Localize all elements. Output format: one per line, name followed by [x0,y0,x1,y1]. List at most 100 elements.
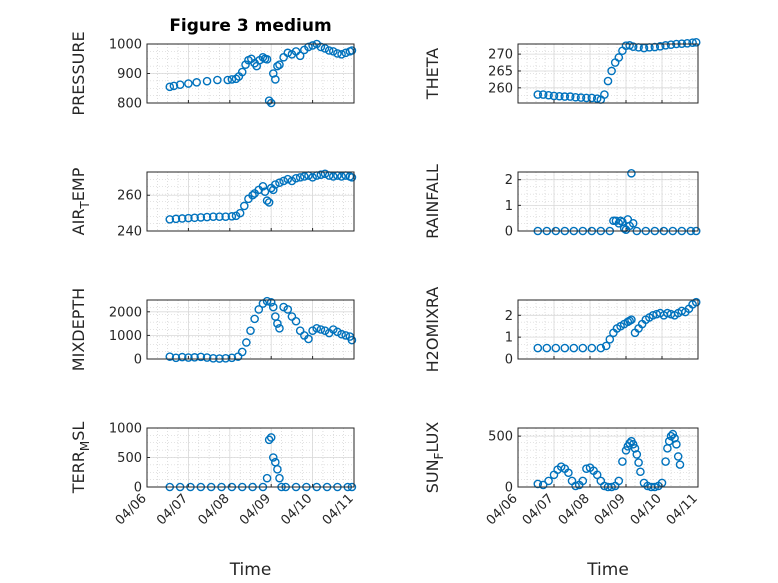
data-point [603,76,613,86]
data-point [223,75,233,85]
data-point [668,429,678,439]
data-point [279,176,288,186]
data-point [196,213,206,222]
data-point [264,435,274,445]
data-series [533,297,701,353]
data-point [227,353,237,363]
y-axis-label: AIRTEMP [69,167,92,235]
data-point [275,324,284,333]
data-point [239,201,249,211]
x-tick-label: 04/11 [320,491,357,528]
data-point [196,352,206,362]
axes-box [146,171,355,232]
y-axis-label: TERRMSL [69,422,92,495]
data-point [655,42,665,51]
subplot-pressure: 800 900 1000 PRESSURE Figure 3 medium [69,16,357,116]
data-point [262,473,272,483]
data-point [607,66,616,76]
y-tick-label: 1 [505,331,513,346]
chart-title: Figure 3 medium [169,16,331,36]
data-point [320,44,330,53]
data-point [165,352,175,361]
data-point [221,353,230,363]
x-tick-label: 04/10 [628,491,665,528]
data-point [271,75,280,84]
data-point [628,439,638,449]
data-point [275,473,284,483]
data-point [258,182,268,191]
data-point [605,335,615,344]
data-point [347,173,357,182]
data-point [316,42,326,52]
data-point [227,212,237,221]
data-point [262,296,272,306]
data-point [578,343,588,353]
data-point [347,46,357,55]
data-point [549,91,559,101]
data-point [571,481,580,491]
data-point [268,453,278,462]
data-point [235,208,245,218]
data-point [275,178,284,188]
data-point [628,219,638,228]
x-tick-label: 04/07 [154,491,191,528]
data-point [576,93,586,102]
data-point [262,196,272,205]
data-point [337,172,346,181]
data-point [177,352,187,362]
y-tick-label: 260 [117,189,142,204]
data-series [165,296,357,363]
data-point [242,338,251,347]
data-point [538,480,548,490]
data-point [283,48,293,58]
y-axis-label: PRESSURE [69,31,88,115]
axes-box [517,427,699,488]
data-point [587,343,597,353]
data-point [202,76,212,86]
data-point [634,458,643,467]
y-tick-label: 2 [505,309,513,324]
data-point [542,343,552,353]
data-point [347,335,357,345]
y-axis-label: SUNFLUX [423,422,446,494]
x-tick-label: 04/07 [520,491,557,528]
x-tick-label: 04/10 [278,491,315,528]
x-tick-label: 04/06 [113,491,150,528]
data-point [213,75,222,85]
data-point [304,334,313,344]
data-point [266,298,276,307]
data-point [675,460,685,469]
y-tick-label: 2 [505,173,513,188]
data-point [688,38,697,47]
data-point [177,214,187,223]
axes-box [517,171,699,232]
data-point [202,212,212,222]
y-tick-label: 800 [117,97,142,112]
y-tick-label: 0 [134,353,142,368]
data-point [600,90,609,99]
data-point [337,50,346,59]
data-point [271,180,280,189]
data-point [661,457,670,466]
x-axis-label: Time [586,560,629,580]
data-point [533,343,543,353]
data-point [560,343,570,353]
y-tick-label: 900 [117,67,142,82]
data-point [291,316,301,326]
data-point [273,61,282,71]
x-tick-label: 04/08 [556,491,593,528]
data-point [627,168,636,178]
data-point [184,79,193,88]
data-point [264,96,274,105]
y-tick-label: 270 [488,48,513,63]
data-point [165,82,175,92]
data-point [246,326,255,335]
data-point [248,190,257,200]
data-point [208,353,218,363]
data-point [300,172,309,181]
data-point [202,353,212,362]
data-point [221,212,230,221]
data-point [614,53,624,62]
data-point [273,319,282,328]
